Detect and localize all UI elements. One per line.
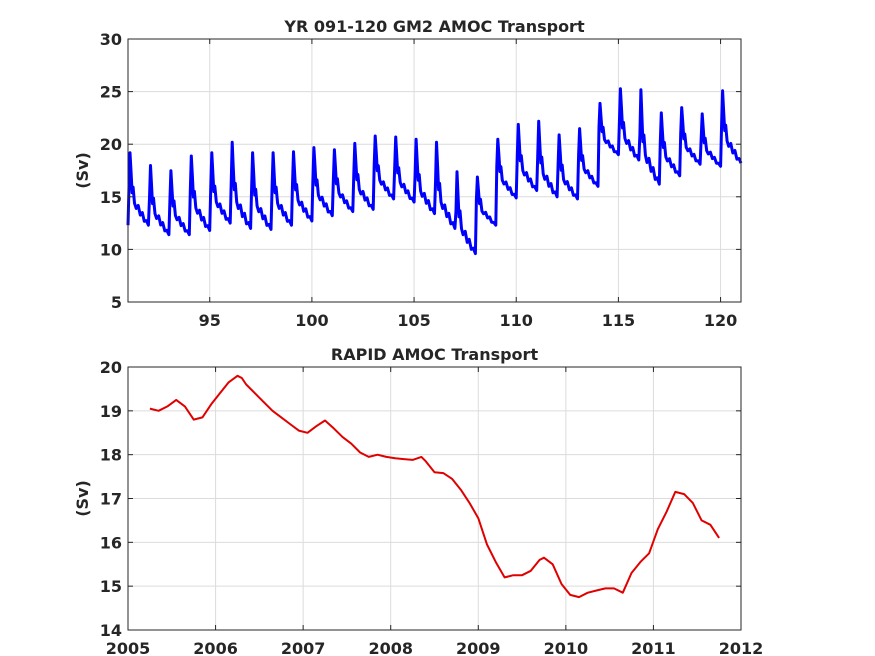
top-x-tick-label: 115 <box>602 311 635 330</box>
top-y-tick-label: 20 <box>100 135 122 154</box>
bottom-y-tick-label: 15 <box>100 577 122 596</box>
top-y-tick-label: 30 <box>100 30 122 49</box>
top-chart-axes-box <box>127 38 742 303</box>
bottom-x-tick-label: 2010 <box>544 639 589 656</box>
bottom-chart-panel: RAPID AMOC Transport (Sv) 2005 2006 2007 20… <box>73 345 763 656</box>
bottom-y-tick-label: 19 <box>100 402 122 421</box>
bottom-y-tick-label: 16 <box>100 533 122 552</box>
bottom-y-tick-label: 14 <box>100 621 122 640</box>
top-x-tick-label: 120 <box>704 311 737 330</box>
bottom-x-tick-label: 2012 <box>719 639 764 656</box>
top-chart-series-line <box>126 87 743 256</box>
bottom-chart-series <box>149 374 720 599</box>
bottom-chart-title: RAPID AMOC Transport <box>331 345 539 364</box>
bottom-x-tick-label: 2009 <box>456 639 501 656</box>
top-y-tick-label: 5 <box>111 293 122 312</box>
top-y-tick-label: 25 <box>100 83 122 102</box>
bottom-x-tick-label: 2006 <box>193 639 238 656</box>
bottom-x-tick-label: 2007 <box>281 639 326 656</box>
bottom-chart-axes: 2005 2006 2007 2008 2009 2010 2011 2012 14 15 16 17… <box>100 358 764 656</box>
top-x-tick-label: 95 <box>199 311 221 330</box>
top-chart-title: YR 091-120 GM2 AMOC Transport <box>283 17 585 36</box>
bottom-chart-series-line <box>149 374 720 599</box>
top-x-tick-label: 105 <box>397 311 430 330</box>
bottom-chart-grid <box>128 367 741 630</box>
bottom-y-tick-label: 20 <box>100 358 122 377</box>
top-chart-series <box>126 87 743 256</box>
bottom-chart-ylabel: (Sv) <box>73 480 92 517</box>
top-x-tick-label: 100 <box>295 311 328 330</box>
bottom-y-tick-label: 17 <box>100 490 122 509</box>
top-x-tick-label: 110 <box>500 311 533 330</box>
bottom-x-tick-label: 2008 <box>368 639 413 656</box>
bottom-y-tick-label: 18 <box>100 446 122 465</box>
top-y-tick-label: 10 <box>100 240 122 259</box>
top-chart-axes: 95 100 105 110 115 120 5 10 15 20 25 30 <box>100 30 742 330</box>
top-y-tick-label: 15 <box>100 188 122 207</box>
bottom-x-tick-label: 2011 <box>631 639 676 656</box>
bottom-x-tick-label: 2005 <box>106 639 151 656</box>
top-chart-panel: YR 091-120 GM2 AMOC Transport (Sv) 95 100… <box>73 17 743 330</box>
top-chart-ylabel: (Sv) <box>73 152 92 189</box>
